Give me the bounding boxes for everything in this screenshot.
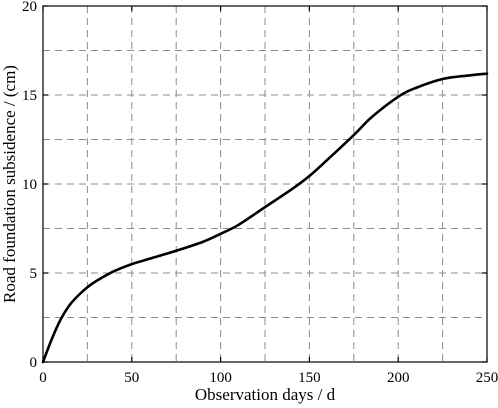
x-tick-label: 0 [39,370,47,386]
y-tick-label: 0 [30,355,38,371]
y-tick-label: 10 [22,177,37,193]
x-tick-label: 150 [298,370,321,386]
grid [43,6,487,362]
subsidence-series-line [41,72,489,364]
x-tick-label: 50 [124,370,139,386]
y-tick-label: 5 [30,266,38,282]
y-tick-label: 15 [22,88,37,104]
axis-ticks [42,5,488,363]
x-tick-label: 100 [209,370,232,386]
x-axis-title: Observation days / d [195,385,336,404]
tick-labels: 0 50 100 150 200 250 0 5 10 15 20 [22,0,498,386]
x-tick-label: 250 [476,370,498,386]
y-tick-label: 20 [22,0,37,15]
y-axis-title: Road foundation subsidence / (cm) [0,65,19,303]
x-tick-label: 200 [387,370,410,386]
series-layer [41,72,489,364]
